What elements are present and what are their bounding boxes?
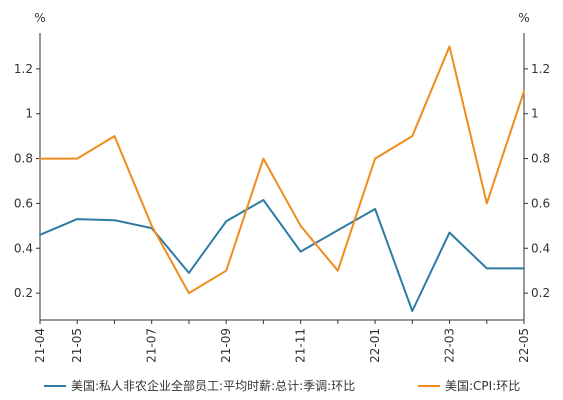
y-ticks: 0.2 0.2 0.4 0.4 0.6 0.6 0.8 0.8 1 1 1.2 1.2 bbox=[14, 62, 550, 300]
x-tick-label: 21-05 bbox=[70, 328, 84, 363]
left-y-tick-label: 0.4 bbox=[14, 241, 33, 255]
left-y-tick-label: 1.2 bbox=[14, 62, 33, 76]
right-y-tick-label: 0.4 bbox=[531, 241, 550, 255]
axes: % % bbox=[34, 11, 530, 321]
left-y-tick-label: 0.2 bbox=[14, 286, 33, 300]
left-y-unit: % bbox=[34, 11, 45, 25]
right-y-tick-label: 0.6 bbox=[531, 196, 550, 210]
x-tick-label: 22-03 bbox=[443, 328, 457, 363]
left-y-tick-label: 1 bbox=[25, 107, 33, 121]
legend: 美国:私人非农企业全部员工:平均时薪:总计:季调:环比 美国:CPI:环比 bbox=[44, 378, 520, 393]
left-y-tick-label: 0.6 bbox=[14, 196, 33, 210]
x-tick-label: 21-09 bbox=[219, 328, 233, 363]
x-tick-label: 22-01 bbox=[368, 328, 382, 363]
x-tick-label: 21-04 bbox=[33, 328, 47, 363]
right-y-tick-label: 0.2 bbox=[531, 286, 550, 300]
right-y-tick-label: 1.2 bbox=[531, 62, 550, 76]
legend-label-1: 美国:私人非农企业全部员工:平均时薪:总计:季调:环比 bbox=[71, 378, 355, 393]
right-y-tick-label: 0.8 bbox=[531, 152, 550, 166]
right-y-unit: % bbox=[518, 11, 529, 25]
left-y-tick-label: 0.8 bbox=[14, 152, 33, 166]
x-tick-label: 22-05 bbox=[517, 328, 531, 363]
right-y-tick-label: 1 bbox=[531, 107, 539, 121]
x-ticks: 21-04 21-05 21-07 21-09 21-11 22-01 22-03 22-05 bbox=[33, 320, 531, 363]
legend-label-2: 美国:CPI:环比 bbox=[445, 379, 520, 393]
x-tick-label: 21-11 bbox=[294, 328, 308, 363]
x-tick-label: 21-07 bbox=[145, 328, 159, 363]
series-line-1 bbox=[39, 199, 525, 312]
series-line-2 bbox=[39, 45, 525, 295]
series-lines bbox=[39, 45, 525, 312]
